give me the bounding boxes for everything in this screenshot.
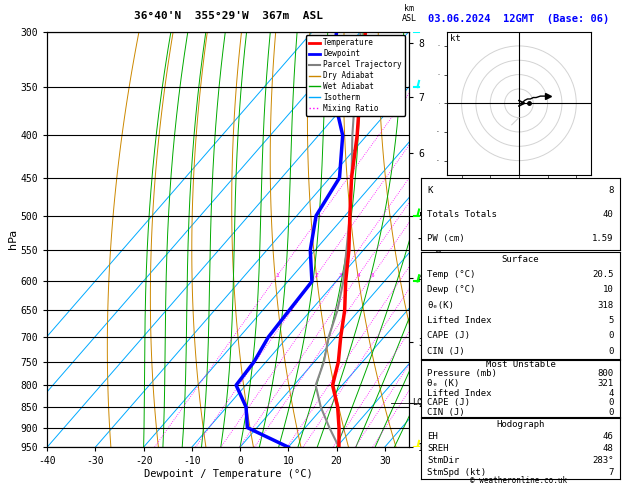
Text: StmSpd (kt): StmSpd (kt) bbox=[427, 468, 486, 477]
Text: 1.59: 1.59 bbox=[592, 234, 614, 243]
Text: Lifted Index: Lifted Index bbox=[427, 316, 492, 325]
Text: 283°: 283° bbox=[592, 456, 614, 465]
Text: Temp (°C): Temp (°C) bbox=[427, 270, 476, 279]
Text: StmDir: StmDir bbox=[427, 456, 460, 465]
Text: km
ASL: km ASL bbox=[401, 4, 416, 23]
Text: 4: 4 bbox=[357, 273, 360, 278]
Text: 20.5: 20.5 bbox=[592, 270, 614, 279]
Text: 3: 3 bbox=[338, 273, 342, 278]
Text: K: K bbox=[427, 186, 433, 195]
Text: 0: 0 bbox=[608, 347, 614, 356]
Text: 46: 46 bbox=[603, 432, 614, 441]
Text: CAPE (J): CAPE (J) bbox=[427, 398, 470, 407]
Text: EH: EH bbox=[427, 432, 438, 441]
Text: 48: 48 bbox=[603, 444, 614, 453]
Text: 321: 321 bbox=[598, 379, 614, 388]
X-axis label: Dewpoint / Temperature (°C): Dewpoint / Temperature (°C) bbox=[143, 469, 313, 479]
Text: 318: 318 bbox=[598, 301, 614, 310]
Text: © weatheronline.co.uk: © weatheronline.co.uk bbox=[470, 476, 567, 485]
Legend: Temperature, Dewpoint, Parcel Trajectory, Dry Adiabat, Wet Adiabat, Isotherm, Mi: Temperature, Dewpoint, Parcel Trajectory… bbox=[306, 35, 405, 116]
Text: CAPE (J): CAPE (J) bbox=[427, 331, 470, 340]
Text: Surface: Surface bbox=[502, 255, 539, 264]
Text: 0: 0 bbox=[608, 331, 614, 340]
Text: 0: 0 bbox=[608, 398, 614, 407]
Text: 10: 10 bbox=[603, 285, 614, 295]
Text: 800: 800 bbox=[598, 369, 614, 379]
Text: 8: 8 bbox=[608, 186, 614, 195]
Text: 2: 2 bbox=[314, 273, 318, 278]
Text: 0: 0 bbox=[608, 408, 614, 417]
Text: Totals Totals: Totals Totals bbox=[427, 210, 498, 219]
Text: Most Unstable: Most Unstable bbox=[486, 360, 555, 369]
Text: 4: 4 bbox=[608, 389, 614, 398]
Text: θₑ (K): θₑ (K) bbox=[427, 379, 460, 388]
Text: kt: kt bbox=[450, 35, 461, 43]
Text: CIN (J): CIN (J) bbox=[427, 347, 465, 356]
Text: Pressure (mb): Pressure (mb) bbox=[427, 369, 498, 379]
Text: SREH: SREH bbox=[427, 444, 449, 453]
Text: 40: 40 bbox=[603, 210, 614, 219]
Text: +: + bbox=[416, 232, 428, 246]
Text: Lifted Index: Lifted Index bbox=[427, 389, 492, 398]
Text: 5: 5 bbox=[370, 273, 374, 278]
Text: 36°40'N  355°29'W  367m  ASL: 36°40'N 355°29'W 367m ASL bbox=[133, 11, 323, 21]
Text: LCL: LCL bbox=[413, 398, 428, 407]
Text: Hodograph: Hodograph bbox=[496, 419, 545, 429]
Text: 1: 1 bbox=[276, 273, 279, 278]
Text: PW (cm): PW (cm) bbox=[427, 234, 465, 243]
Text: θₑ(K): θₑ(K) bbox=[427, 301, 454, 310]
Text: 7: 7 bbox=[608, 468, 614, 477]
Text: 03.06.2024  12GMT  (Base: 06): 03.06.2024 12GMT (Base: 06) bbox=[428, 14, 610, 24]
Text: 5: 5 bbox=[608, 316, 614, 325]
Text: Mixing Ratio (g/kg): Mixing Ratio (g/kg) bbox=[433, 192, 442, 287]
Text: CIN (J): CIN (J) bbox=[427, 408, 465, 417]
Y-axis label: hPa: hPa bbox=[8, 229, 18, 249]
Text: Dewp (°C): Dewp (°C) bbox=[427, 285, 476, 295]
